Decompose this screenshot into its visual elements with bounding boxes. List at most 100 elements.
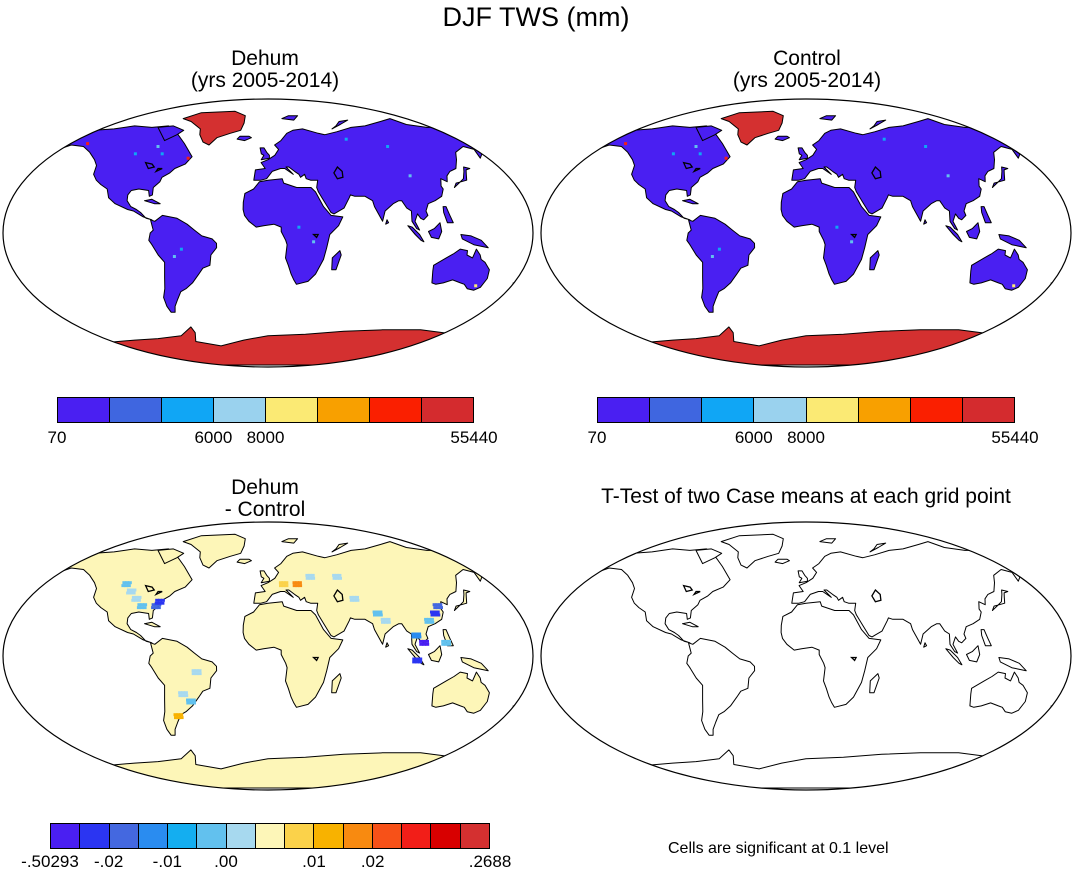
landmass-newzealand (1036, 705, 1058, 724)
landmass-greenland (720, 533, 784, 569)
difference-cell (278, 581, 283, 585)
difference-cell (435, 603, 440, 607)
landmass-philippines (980, 629, 992, 647)
colorbar-dehum-swatch (266, 398, 318, 422)
difference-cell (179, 716, 184, 720)
colorbar-difference-swatch (255, 824, 286, 848)
difference-cell (160, 601, 165, 605)
landmass-greenland (182, 110, 246, 146)
difference-cell (447, 642, 452, 646)
difference-cell (154, 606, 158, 610)
difference-cell (173, 713, 178, 717)
difference-cell (155, 598, 160, 602)
grid-cell (160, 152, 164, 156)
landmass-borneo (428, 645, 443, 663)
colorbar-dehum-swatch (214, 398, 266, 422)
difference-cell (355, 595, 359, 599)
map-control (540, 98, 1072, 368)
difference-cell (125, 581, 130, 585)
colorbar-dehum-tick-label: 55440 (450, 428, 498, 447)
difference-cell (136, 606, 141, 610)
difference-cell (310, 573, 315, 577)
lake-outline (333, 588, 344, 603)
difference-cell (184, 694, 189, 698)
landmass-greenland (720, 110, 784, 146)
grid-cell (882, 137, 886, 141)
difference-cell (139, 606, 144, 610)
grid-cell (474, 284, 478, 288)
grid-cell (344, 137, 348, 141)
difference-cell (157, 603, 162, 607)
landmass-australia (431, 671, 490, 714)
grid-cell (1012, 284, 1016, 288)
difference-cell (192, 701, 196, 705)
colorbar-control-swatch (754, 398, 807, 422)
landmass-antarctica (47, 749, 489, 789)
difference-cell (305, 573, 310, 577)
difference-cell (137, 603, 142, 607)
colorbar-difference-swatch (314, 824, 344, 848)
difference-cell (429, 617, 434, 621)
difference-cell (305, 576, 310, 580)
landmass-madagascar (331, 250, 342, 271)
difference-cell (281, 581, 286, 585)
landmass-svalbard (281, 538, 299, 544)
landmass-antarctica (47, 326, 489, 366)
colorbar-dehum-swatch (110, 398, 162, 422)
landmass-africa (242, 601, 344, 708)
colorbar-control-tick-label: 8000 (787, 428, 825, 447)
colorbar-difference-tick-label: .02 (360, 852, 385, 871)
landmass-greenland (182, 533, 246, 569)
colorbar-dehum-swatch (370, 398, 422, 422)
landmass-novaya (869, 119, 887, 130)
colorbar-dehum-tick-label: 8000 (246, 428, 285, 447)
difference-cell (415, 657, 420, 661)
difference-cell (430, 620, 435, 624)
landmass-iceland (236, 135, 252, 142)
difference-cell (430, 613, 435, 617)
difference-cell (128, 591, 133, 595)
difference-cell (372, 610, 377, 614)
difference-cell (419, 642, 424, 646)
landmass-japan (991, 589, 1009, 611)
difference-cell (337, 573, 342, 577)
difference-cell (433, 606, 438, 610)
landmass-australia (969, 248, 1028, 291)
landmass-philippines (442, 206, 454, 224)
difference-cell (427, 620, 432, 624)
landmass-southAmerica (148, 214, 218, 313)
difference-cell (131, 595, 136, 599)
difference-cell (308, 573, 313, 577)
difference-cell (352, 595, 357, 599)
difference-cell (292, 584, 297, 588)
difference-cell (183, 691, 188, 695)
colorbar-difference-swatch (343, 824, 373, 848)
grid-cell (624, 142, 628, 146)
grid-cell (156, 145, 160, 148)
colorbar-difference-swatch (51, 824, 81, 848)
difference-cell (197, 669, 202, 673)
panel-dehum-title-line1: Dehum (231, 47, 299, 70)
panel-control-title-line2: (yrs 2005-2014) (732, 69, 882, 92)
difference-cell (132, 588, 137, 592)
difference-cell (352, 598, 357, 602)
landmass-baffin (695, 548, 723, 565)
difference-cell (381, 620, 385, 624)
difference-cell (425, 642, 430, 646)
landmass-australia (431, 248, 490, 291)
grid-cell (172, 255, 176, 258)
colorbar-control-swatch (858, 398, 911, 422)
landmass-cuba (144, 198, 161, 205)
landmass-africa (242, 178, 344, 285)
difference-cell (279, 584, 283, 588)
panel-diff-title-line1: Dehum (231, 476, 299, 499)
landmass-britain (259, 147, 270, 161)
difference-cell (373, 613, 377, 617)
difference-cell (160, 598, 165, 602)
landmass-cuba (144, 621, 161, 628)
landmass-baffin (695, 125, 723, 142)
landmass-eurasia (791, 541, 1038, 654)
colorbar-difference-swatch (168, 824, 198, 848)
landmass-newguinea (460, 657, 489, 672)
difference-cell (447, 639, 451, 643)
